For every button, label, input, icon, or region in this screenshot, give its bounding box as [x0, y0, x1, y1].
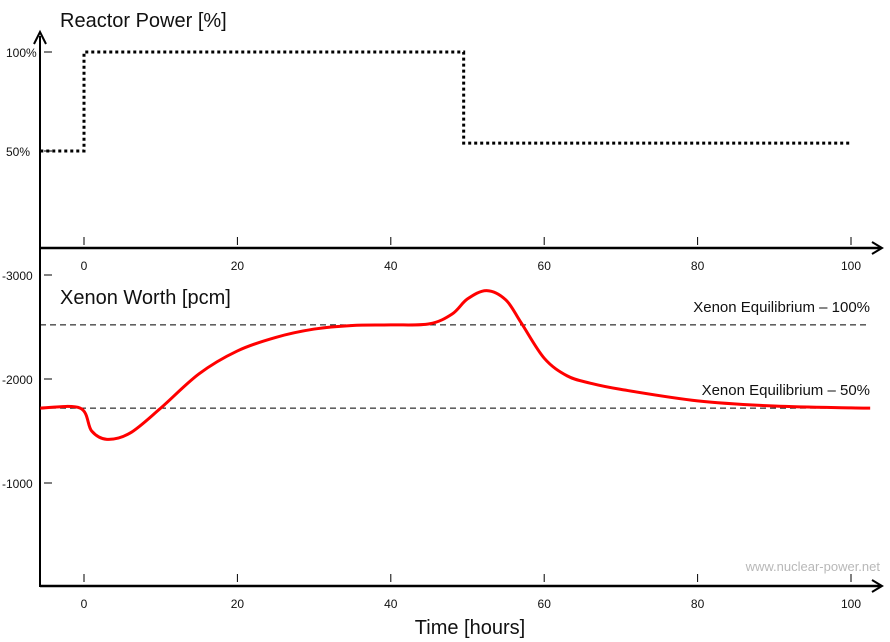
top-y-tick-label: 100% [6, 46, 37, 60]
bottom-x-tick-label: 60 [538, 597, 552, 611]
top-chart-title: Reactor Power [%] [60, 10, 227, 32]
top-x-axis-arrow [871, 241, 884, 255]
equilibrium-label: Xenon Equilibrium – 50% [702, 382, 870, 399]
equilibrium-label: Xenon Equilibrium – 100% [693, 299, 870, 316]
bottom-x-tick-label: 100 [841, 597, 861, 611]
top-y-tick-label: 50% [6, 145, 30, 159]
x-axis-label: Time [hours] [415, 617, 525, 639]
top-x-tick-label: 20 [231, 259, 245, 273]
xenon-worth-line [40, 289, 871, 441]
bottom-y-tick-label: -1000 [2, 477, 33, 491]
bottom-x-tick-label: 20 [231, 597, 245, 611]
top-x-tick-label: 100 [841, 259, 861, 273]
bottom-x-tick-label: 0 [81, 597, 88, 611]
bottom-x-tick-label: 40 [384, 597, 398, 611]
bottom-x-tick-label: 80 [691, 597, 705, 611]
bottom-y-tick-label: -2000 [2, 373, 33, 387]
top-x-tick-label: 80 [691, 259, 705, 273]
bottom-x-axis-arrow [871, 579, 884, 593]
watermark: www.nuclear-power.net [745, 559, 881, 574]
bottom-y-tick-label: -3000 [2, 269, 33, 283]
y-axis-arrow [33, 29, 47, 45]
top-x-tick-label: 40 [384, 259, 398, 273]
reactor-power-line [40, 50, 851, 153]
top-x-tick-label: 0 [81, 259, 88, 273]
top-x-tick-label: 60 [538, 259, 552, 273]
bottom-chart-title: Xenon Worth [pcm] [60, 287, 231, 309]
